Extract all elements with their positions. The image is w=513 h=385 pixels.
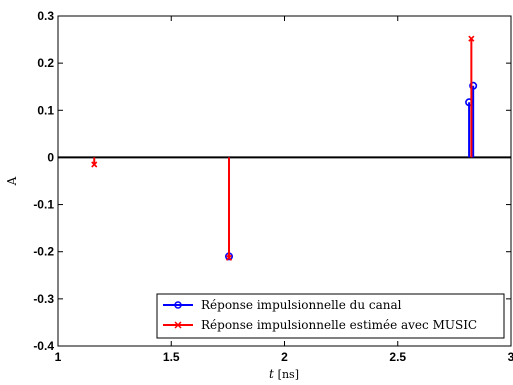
x-tick-label-1: 1.5	[163, 350, 180, 364]
plot-area	[58, 16, 511, 346]
legend: Réponse impulsionnelle du canal Réponse …	[156, 293, 505, 339]
stems	[58, 35, 511, 261]
y-tick-label-4: -0.1	[33, 198, 54, 212]
x-tick-label-0: 1	[55, 350, 62, 364]
legend-marker-2	[174, 321, 182, 329]
x-tick-label-2: 2	[281, 350, 288, 364]
y-tick-label-5: -0.2	[33, 245, 54, 259]
marker-series-1-3	[469, 81, 478, 90]
x-tick-label-3: 2.5	[389, 350, 406, 364]
y-tick-label-3: 0	[47, 150, 54, 164]
legend-box	[156, 293, 505, 339]
legend-label-1: Réponse impulsionnelle du canal	[201, 298, 402, 312]
legend-label-2: Réponse impulsionnelle estimée avec MUSI…	[201, 318, 477, 332]
ticks: 1 1.5 2 2.5 3 0.3 0.2 0.1 0 -0.1 -0.2 -0.3 -0.4	[33, 9, 513, 364]
y-tick-label-2: 0.1	[37, 103, 54, 117]
marker-series-2-1	[91, 161, 98, 168]
x-axis-label: t [ns]	[269, 367, 299, 381]
y-tick-label-0: 0.3	[37, 9, 54, 23]
x-tick-label-4: 3	[508, 350, 513, 364]
legend-marker-1	[174, 301, 182, 309]
marker-series-2-2	[225, 254, 233, 261]
y-tick-label-7: -0.4	[33, 339, 54, 353]
y-axis-label: A	[5, 176, 19, 186]
plot-background	[58, 16, 511, 346]
marker-series-2-3	[468, 35, 475, 42]
y-tick-label-6: -0.3	[33, 292, 54, 306]
y-tick-label-1: 0.2	[37, 56, 54, 70]
